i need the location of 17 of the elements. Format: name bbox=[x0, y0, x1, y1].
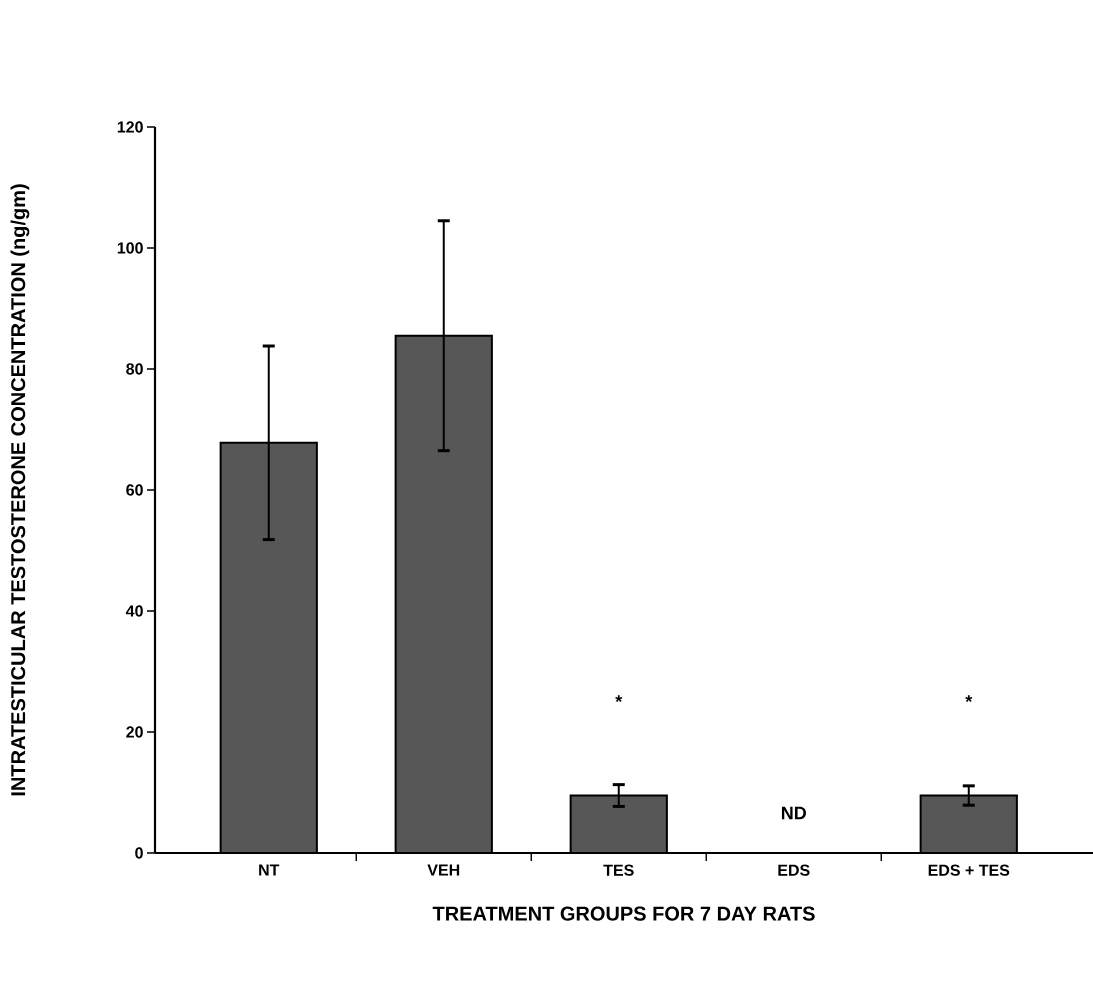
y-tick-label: 40 bbox=[125, 605, 143, 617]
x-axis-title: TREATMENT GROUPS FOR 7 DAY RATS bbox=[432, 906, 815, 921]
y-tick-label: 0 bbox=[135, 847, 143, 859]
y-tick-label: 20 bbox=[126, 726, 143, 738]
x-tick-label: TES bbox=[603, 864, 634, 876]
y-tick-label: 80 bbox=[126, 363, 143, 375]
x-tick-label: EDS + TES bbox=[928, 864, 1010, 876]
annotation: * bbox=[615, 695, 623, 703]
x-tick-label: NT bbox=[259, 864, 280, 876]
y-tick-label: 120 bbox=[117, 121, 143, 133]
y-axis-title: INTRATESTICULAR TESTOSTERONE CONCENTRATION (ng/gm) bbox=[10, 184, 30, 796]
x-tick-label: VEH bbox=[427, 864, 460, 876]
x-tick-label: EDS bbox=[778, 864, 810, 876]
y-tick-label: 60 bbox=[126, 484, 143, 496]
annotation: ND bbox=[781, 806, 807, 820]
annotation: * bbox=[965, 695, 973, 703]
y-tick-label: 100 bbox=[117, 242, 143, 254]
